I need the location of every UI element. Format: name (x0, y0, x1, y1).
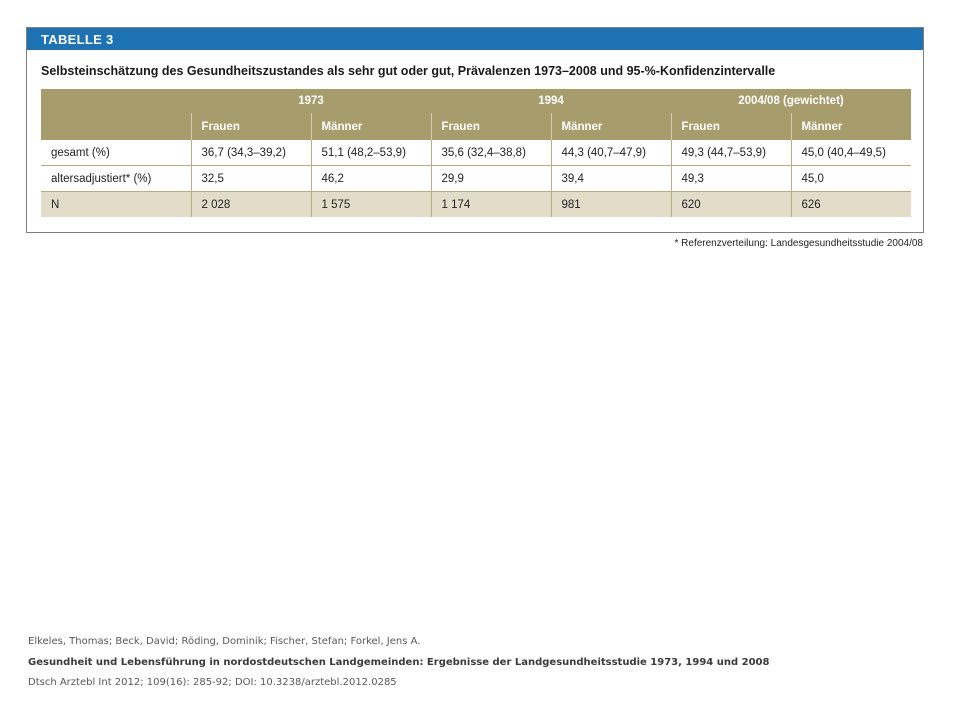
table-cell: 1 575 (311, 191, 432, 217)
table-row: gesamt (%) 36,7 (34,3–39,2) 51,1 (48,2–5… (41, 140, 911, 166)
table-label: TABELLE 3 (27, 28, 923, 50)
year-header: 2004/08 (gewichtet) (671, 89, 911, 113)
table-row: altersadjustiert* (%) 32,5 46,2 29,9 39,… (41, 165, 911, 192)
table-figure: TABELLE 3 Selbsteinschätzung des Gesundh… (26, 27, 924, 233)
table-cell: 39,4 (551, 165, 672, 192)
table-cell: 626 (791, 191, 911, 217)
table-cell: 36,7 (34,3–39,2) (191, 140, 312, 166)
citation-title: Gesundheit und Lebensführung in nordostd… (28, 657, 770, 668)
corner-cell (41, 113, 192, 140)
sex-header: Frauen (671, 113, 792, 140)
row-label: altersadjustiert* (%) (41, 165, 192, 192)
table-cell: 35,6 (32,4–38,8) (431, 140, 552, 166)
table-cell: 1 174 (431, 191, 552, 217)
sex-header: Frauen (191, 113, 312, 140)
sex-header: Männer (791, 113, 911, 140)
year-header-row: 1973 1994 2004/08 (gewichtet) (41, 89, 911, 113)
year-header: 1994 (431, 89, 671, 113)
citation-authors: Elkeles, Thomas; Beck, David; Röding, Do… (28, 636, 421, 647)
table-cell: 45,0 (40,4–49,5) (791, 140, 911, 166)
table-cell: 49,3 (671, 165, 792, 192)
table-cell: 49,3 (44,7–53,9) (671, 140, 792, 166)
row-label: gesamt (%) (41, 140, 192, 166)
table-cell: 981 (551, 191, 672, 217)
table-cell: 620 (671, 191, 792, 217)
table-cell: 45,0 (791, 165, 911, 192)
year-header: 1973 (191, 89, 431, 113)
table-cell: 29,9 (431, 165, 552, 192)
citation-source: Dtsch Arztebl Int 2012; 109(16): 285-92;… (28, 677, 397, 688)
row-label: N (41, 191, 192, 217)
corner-cell (41, 89, 191, 113)
data-table: 1973 1994 2004/08 (gewichtet) Frauen Män… (41, 89, 911, 217)
sex-header-row: Frauen Männer Frauen Männer Frauen Männe… (41, 113, 911, 140)
table-cell: 44,3 (40,7–47,9) (551, 140, 672, 166)
table-cell: 32,5 (191, 165, 312, 192)
table-footnote: * Referenzverteilung: Landesgesundheitss… (674, 238, 923, 249)
table-title: Selbsteinschätzung des Gesundheitszustan… (41, 64, 776, 78)
table-row: N 2 028 1 575 1 174 981 620 626 (41, 191, 911, 217)
table-cell: 46,2 (311, 165, 432, 192)
table-cell: 51,1 (48,2–53,9) (311, 140, 432, 166)
sex-header: Männer (551, 113, 672, 140)
table-cell: 2 028 (191, 191, 312, 217)
sex-header: Frauen (431, 113, 552, 140)
sex-header: Männer (311, 113, 432, 140)
